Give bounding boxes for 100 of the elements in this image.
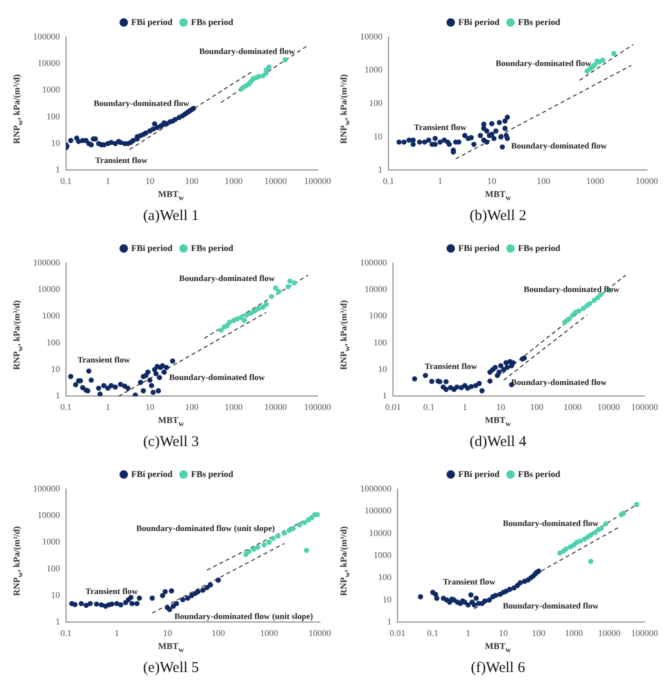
legend-label: FBi period [458, 16, 500, 27]
y-tick-label: 1 [382, 390, 387, 401]
y-tick-label: 100 [374, 337, 388, 348]
x-axis-title: MBT$_{w}$ [157, 415, 185, 428]
x-tick-label: 10 [498, 628, 508, 638]
y-tick-label: 1 [56, 164, 60, 175]
y-tick-label: 10000 [38, 510, 60, 520]
legend-label: FBs period [191, 16, 234, 27]
x-tick-label: 10 [487, 176, 497, 186]
y-tick-label: 100000 [360, 257, 388, 268]
x-axis-title: MBT$_{w}$ [484, 415, 512, 428]
x-tick-label: 0.1 [427, 628, 438, 638]
annotation: Boundary-dominated flow [496, 58, 592, 68]
legend-label: FBs period [518, 16, 560, 27]
annotation: Boundary-dominated flow [169, 372, 266, 382]
annotation: Transient flow [442, 576, 496, 586]
y-tick-label: 10 [382, 594, 392, 604]
x-tick-label: 100000 [304, 176, 332, 186]
y-tick-label: 10000 [38, 284, 60, 294]
x-tick-label: 10000 [308, 628, 332, 638]
annotation: Transient flow [77, 354, 131, 364]
y-tick-label: 10 [374, 131, 383, 142]
y-tick-label: 10000 [360, 31, 383, 42]
legend-label: FBs period [518, 468, 560, 479]
y-tick-label: 10 [378, 364, 388, 374]
x-tick-label: 10 [496, 402, 506, 412]
annotation: Boundary-dominated flow (unit slope) [136, 523, 276, 534]
legend-label: FBs period [191, 468, 234, 479]
y-tick-label: 10 [51, 590, 60, 600]
y-tick-label: 100 [378, 572, 392, 582]
text: (d)Well 4 [468, 434, 528, 451]
y-tick-label: 1000000 [360, 483, 392, 494]
y-tick-label: 10000 [364, 284, 388, 294]
x-axis-title: MBT$_{w}$ [157, 189, 185, 202]
annotation: Boundary-dominated flow [502, 600, 600, 610]
x-tick-label: 1 [438, 176, 442, 186]
legend-label: FBs period [191, 242, 234, 253]
x-tick-label: 10000 [264, 402, 288, 412]
y-tick-label: 10000 [38, 58, 60, 68]
x-axis-title: MBT$_{w}$ [484, 189, 512, 202]
x-tick-label: 1000 [224, 402, 244, 412]
x-tick-label: 1 [106, 176, 110, 186]
y-tick-label: 1000 [364, 64, 383, 75]
x-axis-title: MBT$_{w}$ [484, 641, 512, 654]
y-tick-label: 100 [46, 563, 60, 574]
x-tick-label: 10000 [264, 176, 288, 186]
y-tick-label: 10000 [369, 528, 392, 538]
x-tick-label: 0.1 [423, 402, 435, 412]
x-tick-label: 0.1 [60, 176, 72, 186]
annotation: Boundary-dominated flow [502, 518, 600, 528]
annotation: Boundary-dominated flow [94, 98, 190, 108]
y-tick-label: 1000 [369, 310, 388, 321]
x-tick-label: 100000 [304, 402, 332, 412]
x-tick-label: 1000 [260, 628, 278, 638]
y-tick-label: 1 [56, 616, 60, 627]
y-tick-label: 100000 [33, 31, 60, 42]
y-tick-label: 1000 [42, 310, 60, 321]
y-tick-label: 100000 [364, 506, 392, 516]
annotation: Transient flow [414, 122, 468, 132]
x-tick-label: 1 [462, 402, 468, 412]
x-tick-label: 1000 [564, 628, 584, 638]
x-tick-label: 1000 [224, 176, 244, 186]
x-tick-label: 100 [212, 628, 226, 638]
legend-label: FBi period [458, 242, 500, 253]
x-tick-label: 10000 [598, 628, 621, 638]
x-tick-label: 0.1 [60, 628, 72, 638]
y-tick-label: 10 [51, 364, 60, 374]
x-tick-label: 100000 [631, 402, 658, 412]
y-tick-label: 1 [56, 390, 60, 401]
x-tick-label: 10000 [636, 176, 658, 186]
annotation: Boundary-dominated flow (unit slope) [174, 611, 314, 622]
legend-label: FBi period [131, 242, 173, 253]
text: (a)Well 1 [142, 208, 200, 225]
annotation: Boundary-dominated flow [511, 140, 608, 150]
x-tick-label: 0.01 [390, 628, 406, 638]
y-tick-label: 1000 [42, 84, 60, 95]
x-tick-label: 10000 [597, 402, 620, 412]
y-tick-label: 100000 [33, 483, 60, 494]
annotation: Boundary-dominated flow [199, 46, 296, 56]
legend-label: FBi period [131, 468, 173, 479]
x-tick-label: 100 [536, 176, 551, 186]
annotation: Transient flow [424, 361, 478, 372]
x-tick-label: 10 [145, 176, 155, 186]
y-tick-label: 1 [387, 616, 392, 627]
x-tick-label: 0.01 [385, 402, 401, 412]
y-tick-label: 10 [51, 138, 60, 148]
x-tick-label: 1000 [564, 402, 582, 412]
x-tick-label: 100 [185, 402, 199, 412]
y-tick-label: 100 [46, 111, 60, 122]
annotation: Boundary-dominated flow [179, 273, 276, 284]
x-tick-label: 100 [185, 176, 199, 186]
y-tick-label: 1 [378, 164, 382, 175]
x-tick-label: 100 [530, 402, 544, 412]
annotation: Boundary-dominated flow [524, 284, 620, 294]
x-tick-label: 1 [466, 628, 470, 638]
x-tick-label: 10 [163, 628, 172, 638]
legend-label: FBi period [131, 16, 173, 27]
text: (f)Well 6 [470, 660, 526, 677]
x-tick-label: 100 [532, 628, 546, 638]
text: (c)Well 3 [142, 434, 200, 451]
